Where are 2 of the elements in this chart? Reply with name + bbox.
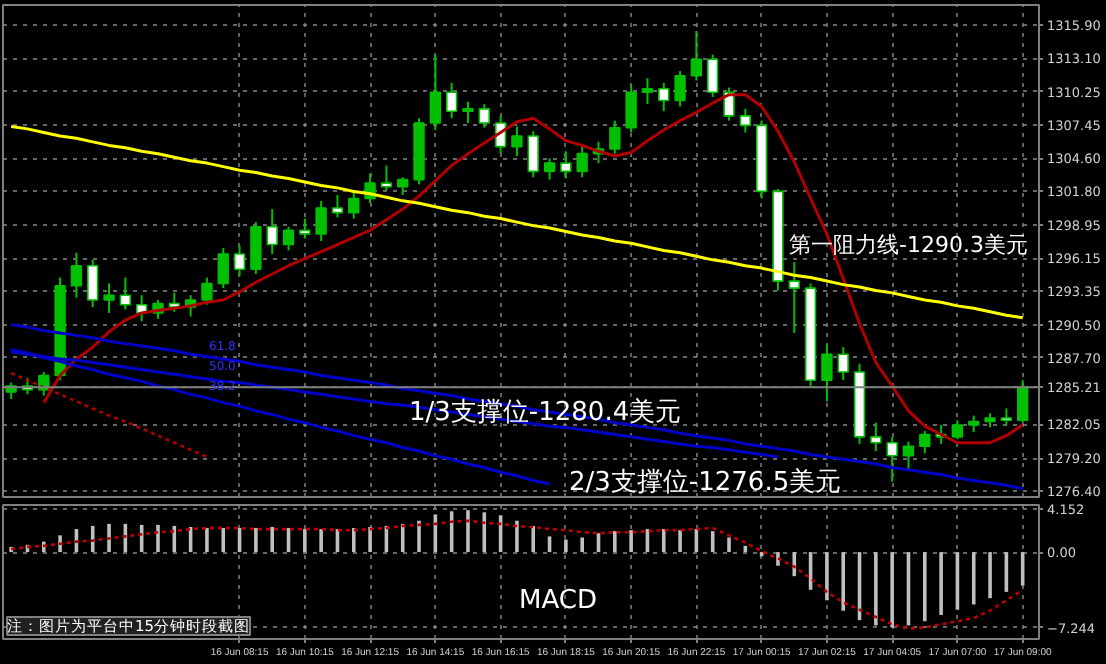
annotation: 2/3支撑位-1276.5美元 bbox=[569, 466, 842, 498]
annotation: MACD bbox=[519, 586, 597, 616]
